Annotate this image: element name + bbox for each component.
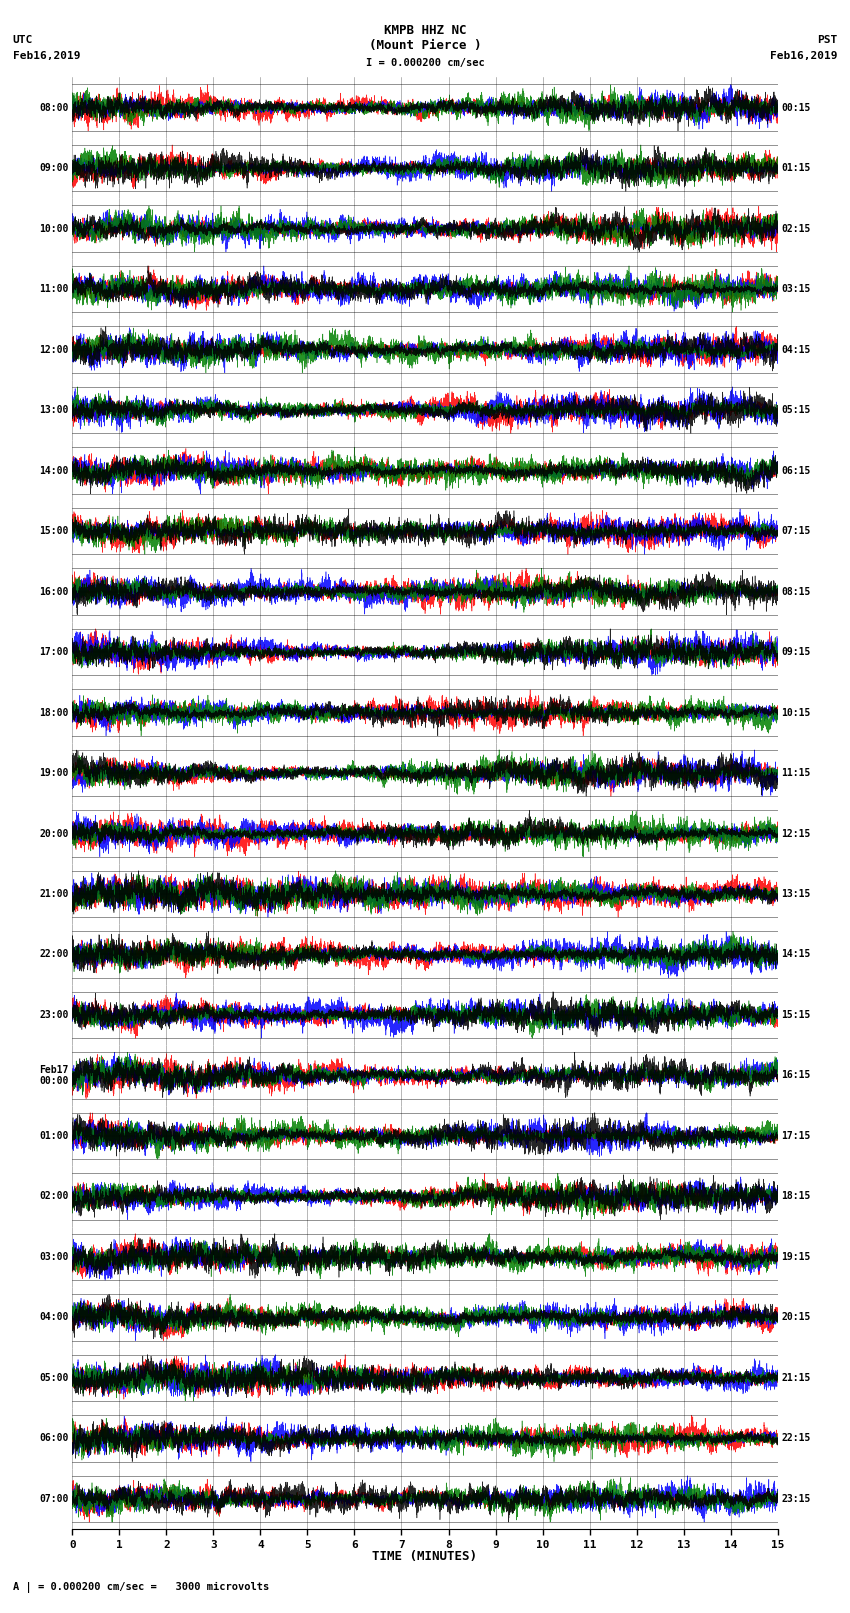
Text: 02:00: 02:00 [39,1192,69,1202]
Text: 22:00: 22:00 [39,950,69,960]
Text: 15:00: 15:00 [39,526,69,536]
Text: 17:15: 17:15 [781,1131,811,1140]
Text: 23:15: 23:15 [781,1494,811,1503]
Text: A | = 0.000200 cm/sec =   3000 microvolts: A | = 0.000200 cm/sec = 3000 microvolts [13,1582,269,1592]
Text: I = 0.000200 cm/sec: I = 0.000200 cm/sec [366,58,484,68]
Text: 14:15: 14:15 [781,950,811,960]
Text: 11:15: 11:15 [781,768,811,777]
Text: 00:15: 00:15 [781,103,811,113]
Text: 18:15: 18:15 [781,1192,811,1202]
Text: 11:00: 11:00 [39,284,69,294]
Text: 07:15: 07:15 [781,526,811,536]
Text: Feb16,2019: Feb16,2019 [13,52,80,61]
Text: 13:00: 13:00 [39,405,69,415]
Text: 13:15: 13:15 [781,889,811,898]
Text: Feb17
00:00: Feb17 00:00 [39,1065,69,1086]
Text: KMPB HHZ NC: KMPB HHZ NC [383,24,467,37]
Text: 20:00: 20:00 [39,829,69,839]
Text: 22:15: 22:15 [781,1434,811,1444]
Text: 15:15: 15:15 [781,1010,811,1019]
Text: 06:00: 06:00 [39,1434,69,1444]
Text: 09:00: 09:00 [39,163,69,173]
Text: 17:00: 17:00 [39,647,69,656]
Text: 04:00: 04:00 [39,1313,69,1323]
Text: 02:15: 02:15 [781,224,811,234]
Text: 12:15: 12:15 [781,829,811,839]
Text: 05:15: 05:15 [781,405,811,415]
Text: 23:00: 23:00 [39,1010,69,1019]
Text: 06:15: 06:15 [781,466,811,476]
Text: 16:00: 16:00 [39,587,69,597]
Text: 01:15: 01:15 [781,163,811,173]
Text: 03:15: 03:15 [781,284,811,294]
Text: 10:15: 10:15 [781,708,811,718]
Text: Feb16,2019: Feb16,2019 [770,52,837,61]
Text: 07:00: 07:00 [39,1494,69,1503]
Text: TIME (MINUTES): TIME (MINUTES) [372,1550,478,1563]
Text: 20:15: 20:15 [781,1313,811,1323]
Text: 19:00: 19:00 [39,768,69,777]
Text: 08:00: 08:00 [39,103,69,113]
Text: 03:00: 03:00 [39,1252,69,1261]
Text: 16:15: 16:15 [781,1071,811,1081]
Text: 18:00: 18:00 [39,708,69,718]
Text: (Mount Pierce ): (Mount Pierce ) [369,39,481,52]
Text: 19:15: 19:15 [781,1252,811,1261]
Text: 05:00: 05:00 [39,1373,69,1382]
Text: 21:00: 21:00 [39,889,69,898]
Text: 12:00: 12:00 [39,345,69,355]
Text: 01:00: 01:00 [39,1131,69,1140]
Text: 09:15: 09:15 [781,647,811,656]
Text: UTC: UTC [13,35,33,45]
Text: 14:00: 14:00 [39,466,69,476]
Text: 04:15: 04:15 [781,345,811,355]
Text: 21:15: 21:15 [781,1373,811,1382]
Text: 10:00: 10:00 [39,224,69,234]
Text: PST: PST [817,35,837,45]
Text: 08:15: 08:15 [781,587,811,597]
